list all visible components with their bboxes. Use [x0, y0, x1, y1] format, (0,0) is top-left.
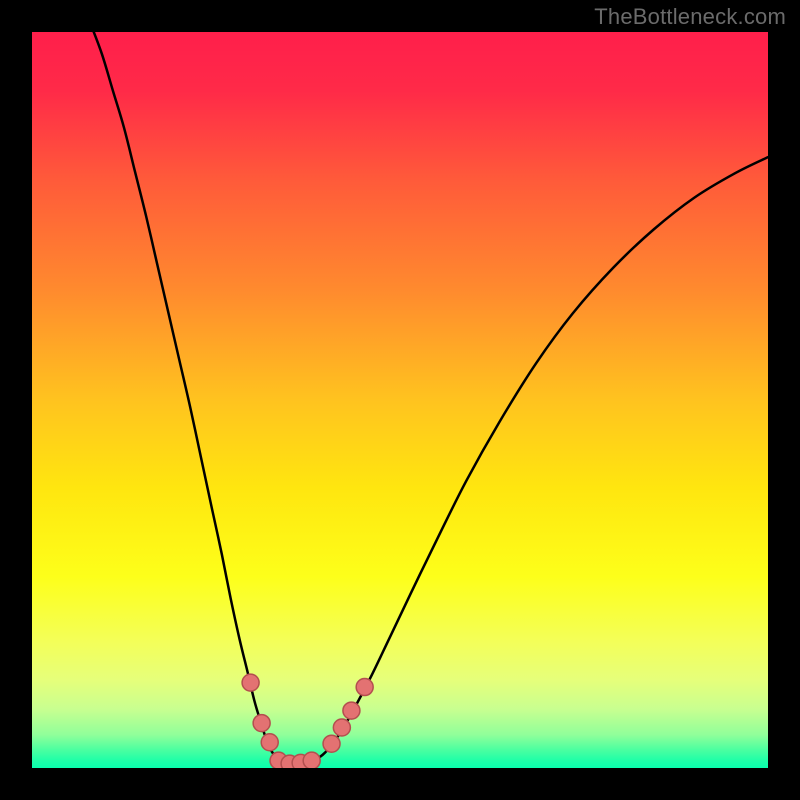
- curve-marker: [303, 752, 320, 769]
- curve-marker: [261, 734, 278, 751]
- bottleneck-chart: [0, 0, 800, 800]
- chart-gradient-background: [32, 32, 768, 768]
- curve-marker: [356, 679, 373, 696]
- curve-marker: [333, 719, 350, 736]
- curve-marker: [253, 715, 270, 732]
- watermark-text: TheBottleneck.com: [594, 4, 786, 30]
- curve-marker: [323, 735, 340, 752]
- curve-marker: [343, 702, 360, 719]
- curve-marker: [242, 674, 259, 691]
